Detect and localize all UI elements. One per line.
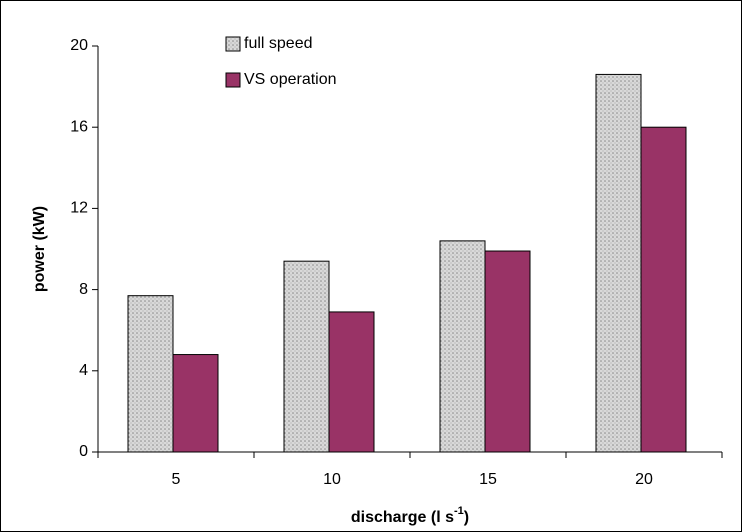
y-tick-label: 8 [79, 281, 88, 298]
bar [283, 260, 330, 453]
x-tick-label: 20 [635, 471, 653, 488]
y-tick-label: 0 [79, 443, 88, 460]
bar [127, 295, 174, 453]
bar [172, 354, 219, 453]
bar [640, 126, 687, 453]
bar [595, 73, 642, 453]
x-tick-label: 5 [172, 471, 181, 488]
legend-label: VS operation [244, 71, 337, 88]
y-tick-label: 4 [79, 362, 88, 379]
x-axis-label-sup: -1 [454, 505, 464, 517]
x-axis-label-text: discharge (l s [351, 509, 454, 526]
y-tick-label: 16 [70, 118, 88, 135]
x-tick-label: 15 [479, 471, 497, 488]
legend-swatch [225, 36, 241, 52]
y-tick-label: 12 [70, 200, 88, 217]
x-axis-label-suffix: ) [464, 509, 469, 526]
x-axis-label: discharge (l s-1) [351, 505, 469, 526]
bar [484, 250, 531, 453]
bar [439, 240, 486, 453]
x-tick-label: 10 [323, 471, 341, 488]
legend-swatch [225, 72, 241, 88]
legend-label: full speed [244, 35, 313, 52]
y-axis-label: power (kW) [31, 206, 48, 292]
bar [328, 311, 375, 453]
y-tick-label: 20 [70, 37, 88, 54]
